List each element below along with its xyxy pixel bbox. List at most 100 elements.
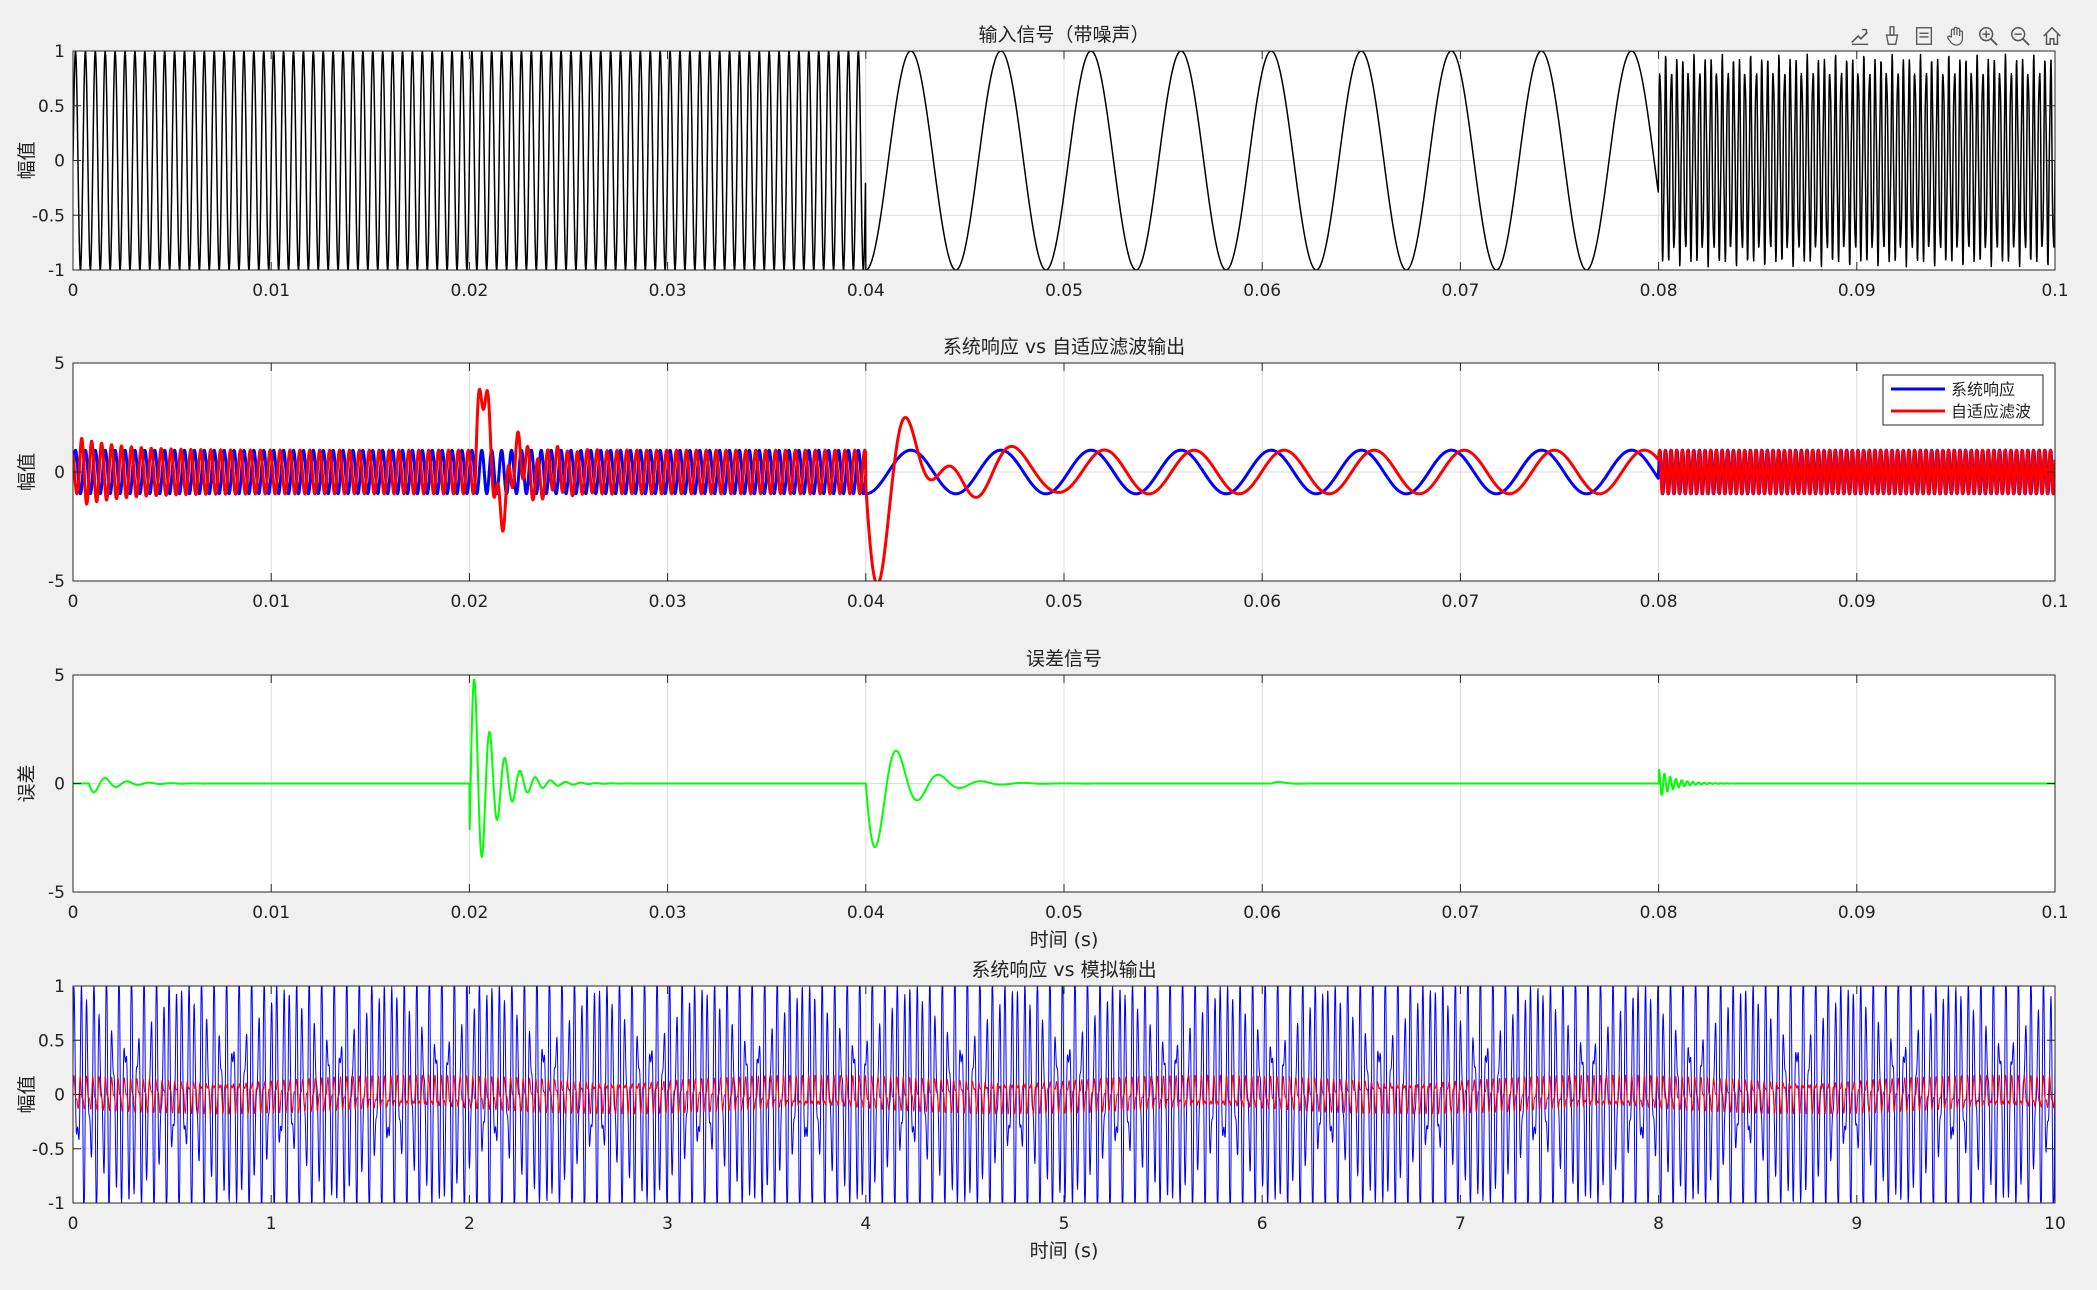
x-tick-label: 4	[860, 1214, 871, 1234]
y-tick-label: 1	[54, 42, 65, 62]
axes-toolbar	[1846, 20, 2066, 52]
x-tick-label: 0.02	[450, 281, 488, 301]
y-axis-label: 误差	[16, 764, 38, 802]
x-tick-label: 3	[662, 1214, 673, 1234]
subplot-title: 输入信号（带噪声）	[978, 24, 1149, 46]
home-glyph	[2043, 26, 2061, 45]
x-tick-label: 0.06	[1243, 281, 1281, 301]
x-tick-label: 0.04	[847, 281, 885, 301]
subplot-title: 系统响应 vs 自适应滤波输出	[943, 336, 1185, 358]
x-tick-label: 0.01	[252, 903, 290, 923]
y-tick-label: 0	[54, 775, 65, 795]
zoom-in-glyph	[1979, 27, 1998, 46]
series-input-line	[73, 51, 2055, 270]
home-icon[interactable]	[2038, 22, 2066, 50]
x-tick-label: 0.08	[1640, 903, 1678, 923]
x-tick-label: 9	[1851, 1214, 1862, 1234]
x-tick-label: 0.09	[1838, 592, 1876, 612]
y-tick-label: 5	[54, 666, 65, 686]
y-tick-label: -1	[48, 261, 65, 281]
y-tick-label: -0.5	[32, 206, 65, 226]
y-tick-label: -0.5	[32, 1140, 65, 1160]
save-icon[interactable]	[1910, 22, 1938, 50]
series-system-response-line	[73, 986, 2055, 1203]
x-tick-label: 6	[1257, 1214, 1268, 1234]
x-tick-label: 0	[68, 1214, 79, 1234]
subplot-3: 0 0.01 0.02 0.03 0.04 0.05 0.06 0.07 0.08 0.09 0.1…	[16, 648, 2069, 951]
y-tick-label: 1	[54, 977, 65, 997]
y-tick-label: 0	[54, 1086, 65, 1106]
x-tick-label: 0.01	[252, 592, 290, 612]
zoom-out-icon[interactable]	[2006, 22, 2034, 50]
y-axis-label: 幅值	[16, 141, 38, 179]
subplot-title: 误差信号	[1026, 648, 1102, 670]
x-tick-label: 0.03	[649, 592, 687, 612]
series-error-line	[73, 678, 2055, 858]
x-tick-label: 0.07	[1441, 903, 1479, 923]
x-tick-label: 0.04	[847, 903, 885, 923]
subplot-2: 0 0.01 0.02 0.03 0.04 0.05 0.06 0.07 0.08 0.09 0.1…	[16, 336, 2069, 612]
x-tick-label: 0.05	[1045, 281, 1083, 301]
x-tick-label: 0.02	[450, 903, 488, 923]
x-tick-label: 0	[68, 281, 79, 301]
legend-label: 自适应滤波	[1951, 402, 2031, 421]
x-tick-label: 10	[2044, 1214, 2066, 1234]
y-tick-label: -5	[48, 883, 65, 903]
y-tick-label: 0	[54, 152, 65, 172]
y-tick-label: -5	[48, 572, 65, 592]
x-tick-label: 0.05	[1045, 903, 1083, 923]
data-tips-glyph	[1851, 28, 1869, 45]
traces	[73, 678, 2055, 858]
x-tick-label: 0.04	[847, 592, 885, 612]
x-tick-label: 0.1	[2041, 903, 2068, 923]
series-adaptive-filter-line	[73, 387, 2055, 581]
x-tick-label: 0.06	[1243, 903, 1281, 923]
x-tick-label: 0.02	[450, 592, 488, 612]
x-tick-label: 0.09	[1838, 281, 1876, 301]
y-tick-label: -1	[48, 1194, 65, 1214]
zoom-in-icon[interactable]	[1974, 22, 2002, 50]
x-tick-label: 0.08	[1640, 592, 1678, 612]
y-axis-label: 幅值	[16, 1075, 38, 1113]
x-tick-label: 0.01	[252, 281, 290, 301]
traces	[73, 387, 2055, 581]
traces	[73, 986, 2055, 1203]
x-tick-label: 5	[1059, 1214, 1070, 1234]
x-tick-label: 0.09	[1838, 903, 1876, 923]
legend-label: 系统响应	[1951, 380, 2015, 399]
x-tick-label: 0.05	[1045, 592, 1083, 612]
traces	[73, 51, 2055, 270]
x-tick-label: 7	[1455, 1214, 1466, 1234]
data-tips-icon[interactable]	[1846, 22, 1874, 50]
subplot-1: 0 0.01 0.02 0.03 0.04 0.05 0.06 0.07 0.08 0.09 0.1…	[16, 24, 2069, 301]
x-tick-label: 0.06	[1243, 592, 1281, 612]
zoom-out-glyph	[2011, 27, 2030, 46]
y-tick-label: 0.5	[38, 97, 65, 117]
brush-icon[interactable]	[1878, 22, 1906, 50]
x-tick-label: 0	[68, 903, 79, 923]
x-axis-label: 时间 (s)	[1030, 929, 1099, 951]
x-tick-label: 0.1	[2041, 592, 2068, 612]
x-tick-label: 8	[1653, 1214, 1664, 1234]
brush-glyph	[1885, 26, 1899, 45]
subplot-title: 系统响应 vs 模拟输出	[971, 959, 1156, 981]
y-tick-label: 5	[54, 354, 65, 374]
x-tick-label: 0.03	[649, 281, 687, 301]
y-tick-label: 0.5	[38, 1031, 65, 1051]
x-tick-label: 0.1	[2041, 281, 2068, 301]
save-glyph	[1915, 27, 1933, 45]
x-tick-label: 1	[266, 1214, 277, 1234]
y-tick-label: 0	[54, 463, 65, 483]
pan-glyph	[1947, 26, 1964, 46]
x-tick-label: 0.03	[649, 903, 687, 923]
x-tick-label: 0.07	[1441, 592, 1479, 612]
x-tick-label: 0.08	[1640, 281, 1678, 301]
series-simulated-output-line	[73, 1074, 2055, 1115]
x-tick-label: 2	[464, 1214, 475, 1234]
pan-icon[interactable]	[1942, 22, 1970, 50]
x-axis-label: 时间 (s)	[1030, 1240, 1099, 1262]
subplot-4: 0 1 2 3 4 5 6 7 8 9 10 -1 -0.5 0 0.5 1 系统响应 vs 模拟输出幅值时间 …	[16, 959, 2066, 1262]
x-tick-label: 0	[68, 592, 79, 612]
